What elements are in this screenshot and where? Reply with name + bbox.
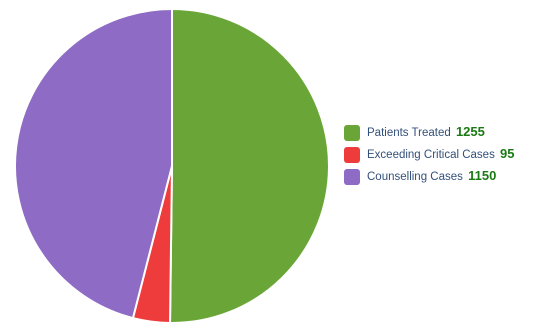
legend-swatch xyxy=(344,169,360,185)
legend-value: 1255 xyxy=(455,124,485,139)
legend-label: Exceeding Critical Cases 95 xyxy=(367,146,515,163)
legend-value: 1150 xyxy=(468,168,497,183)
legend-label-text: Patients Treated xyxy=(367,127,451,139)
pie-slice-counselling-cases[interactable] xyxy=(14,7,173,320)
legend-label: Patients Treated 1255 xyxy=(367,124,485,141)
pie-slice-patients-treated[interactable] xyxy=(169,7,330,324)
legend-item-patients-treated[interactable]: Patients Treated 1255 xyxy=(344,124,539,141)
legend-swatch xyxy=(344,125,360,141)
legend-swatch xyxy=(344,147,360,163)
legend-item-counselling-cases[interactable]: Counselling Cases 1150 xyxy=(344,168,539,185)
legend-label-text: Counselling Cases xyxy=(367,171,463,183)
legend-item-critical-cases[interactable]: Exceeding Critical Cases 95 xyxy=(344,146,539,163)
legend-label: Counselling Cases 1150 xyxy=(367,168,496,185)
legend-label-text: Exceeding Critical Cases xyxy=(367,149,495,161)
legend: Patients Treated 1255 Exceeding Critical… xyxy=(344,124,539,190)
legend-value: 95 xyxy=(500,146,515,161)
